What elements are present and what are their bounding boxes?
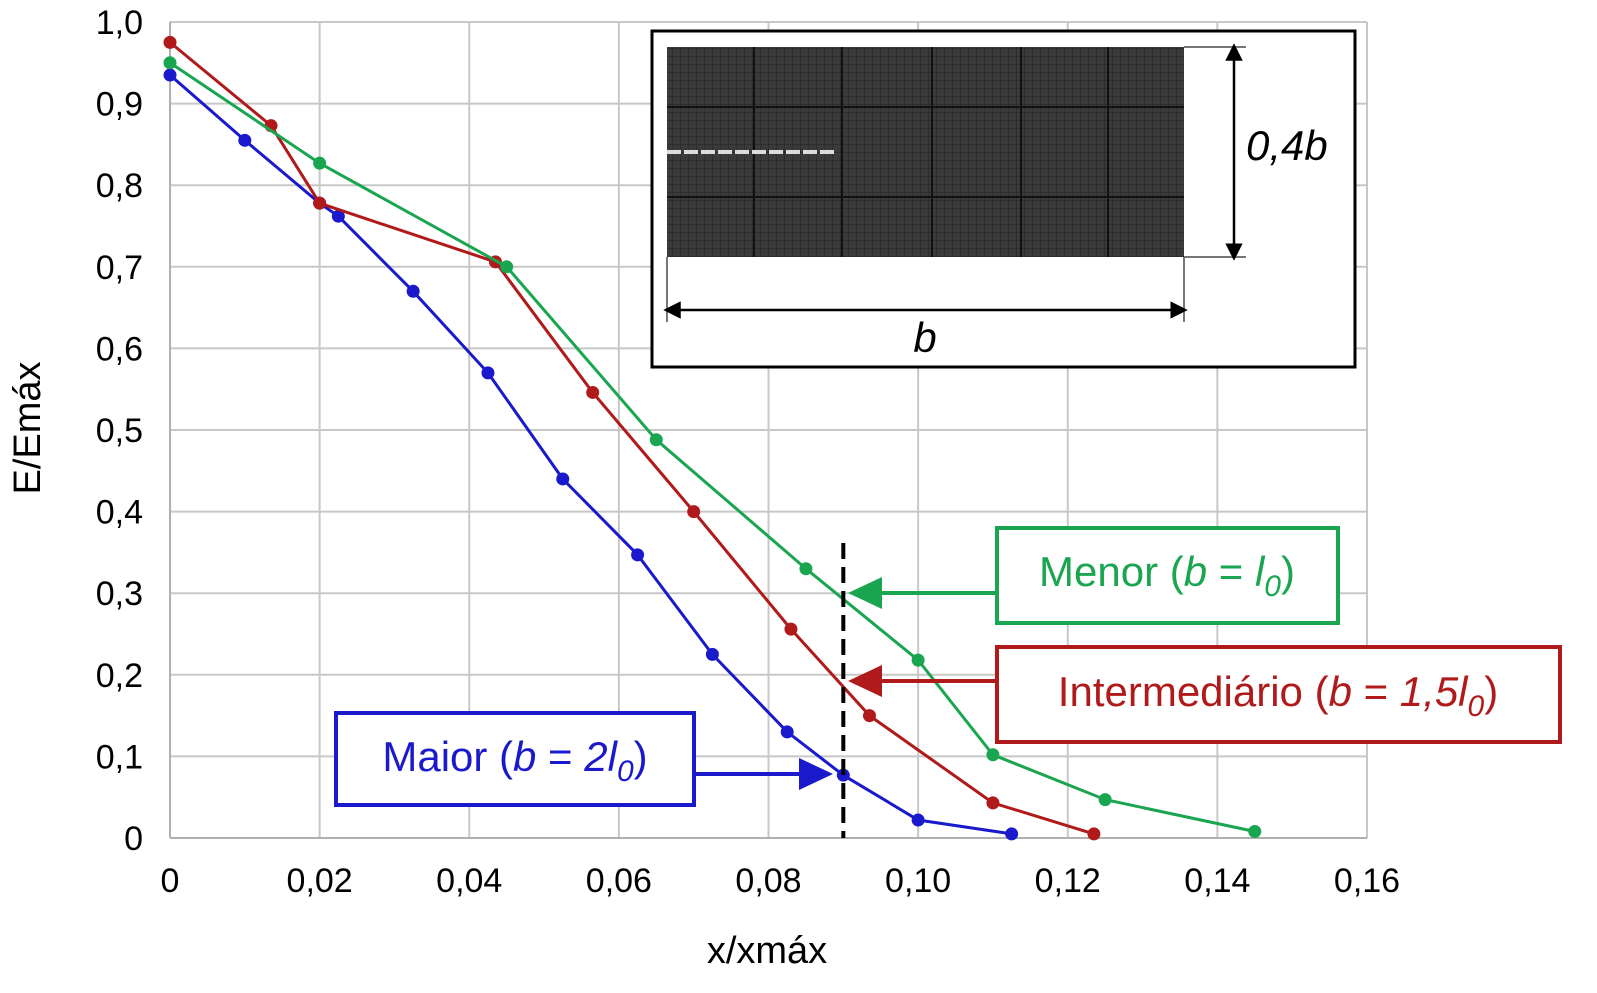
- y-tick-label: 1,0: [96, 4, 143, 42]
- data-point: [238, 133, 252, 147]
- x-tick-label: 0,08: [735, 862, 801, 900]
- tick-labels: 0 0,02 0,04 0,06 0,08 0,10 0,12 0,14 0,16 0 0,1 0,2…: [96, 4, 1400, 900]
- data-point: [1005, 827, 1019, 841]
- legend-arrowhead-menor: [848, 577, 882, 609]
- inset-height-label: 0,4b: [1246, 122, 1328, 169]
- data-point: [1248, 824, 1262, 838]
- data-point: [1098, 793, 1112, 807]
- y-tick-label: 0,5: [96, 412, 143, 450]
- y-tick-label: 0,7: [96, 249, 143, 287]
- inset-figure: 0,4b b: [650, 29, 1357, 369]
- data-point: [313, 196, 327, 210]
- legend-box-maior: [334, 711, 696, 807]
- legend-menor: Menor (b = l0): [848, 526, 1340, 625]
- legend-box-menor: [995, 526, 1340, 625]
- y-tick-label: 0: [124, 820, 143, 858]
- legend-arrowhead-intermediario: [848, 665, 882, 697]
- inset-mesh-lines: [667, 47, 1184, 257]
- x-tick-label: 0,02: [287, 862, 353, 900]
- data-point: [649, 433, 663, 447]
- legend-box-intermediario: [995, 645, 1562, 744]
- data-point: [500, 260, 514, 274]
- y-tick-label: 0,3: [96, 575, 143, 613]
- y-tick-label: 0,6: [96, 330, 143, 368]
- data-point: [911, 813, 925, 827]
- data-point: [163, 35, 177, 49]
- y-tick-label: 0,9: [96, 86, 143, 124]
- data-point: [481, 366, 495, 380]
- x-tick-label: 0,12: [1035, 862, 1101, 900]
- data-point: [799, 562, 813, 576]
- y-tick-label: 0,1: [96, 738, 143, 776]
- legend-label-maior: Maior (b = 2l0): [382, 733, 647, 788]
- legend-intermediario: Intermediário (b = 1,5l0): [848, 645, 1562, 744]
- data-point: [163, 68, 177, 82]
- series-lines: [163, 35, 1262, 841]
- legend-maior: Maior (b = 2l0): [334, 711, 833, 807]
- x-tick-label: 0,04: [436, 862, 502, 900]
- x-tick-label: 0,14: [1184, 862, 1250, 900]
- y-tick-label: 0,4: [96, 494, 143, 532]
- legend-arrowhead-maior: [799, 758, 833, 790]
- data-point: [836, 768, 850, 782]
- data-point: [406, 284, 420, 298]
- data-point: [862, 709, 876, 723]
- data-point: [631, 548, 645, 562]
- legend-label-intermediario: Intermediário (b = 1,5l0): [1058, 668, 1498, 723]
- y-axis-title: E/Emáx: [7, 361, 49, 494]
- data-point: [986, 796, 1000, 810]
- data-point: [986, 748, 1000, 762]
- x-tick-label: 0,10: [885, 862, 951, 900]
- data-point: [331, 209, 345, 223]
- inset-width-label: b: [913, 314, 936, 361]
- data-point: [556, 472, 570, 486]
- data-point: [911, 653, 925, 667]
- data-point: [313, 156, 327, 170]
- data-point: [780, 725, 794, 739]
- legend-label-menor: Menor (b = l0): [1039, 548, 1295, 603]
- series-line-intermediario: [169, 41, 1095, 836]
- data-point: [784, 622, 798, 636]
- x-tick-label: 0,06: [586, 862, 652, 900]
- data-point: [687, 505, 701, 519]
- data-point: [705, 647, 719, 661]
- y-tick-label: 0,2: [96, 657, 143, 695]
- data-point: [586, 385, 600, 399]
- data-point: [1087, 827, 1101, 841]
- y-tick-label: 0,8: [96, 167, 143, 205]
- data-point: [163, 56, 177, 70]
- x-axis-title: x/xmáx: [707, 930, 827, 972]
- x-tick-label: 0,16: [1334, 862, 1400, 900]
- x-tick-label: 0: [161, 862, 180, 900]
